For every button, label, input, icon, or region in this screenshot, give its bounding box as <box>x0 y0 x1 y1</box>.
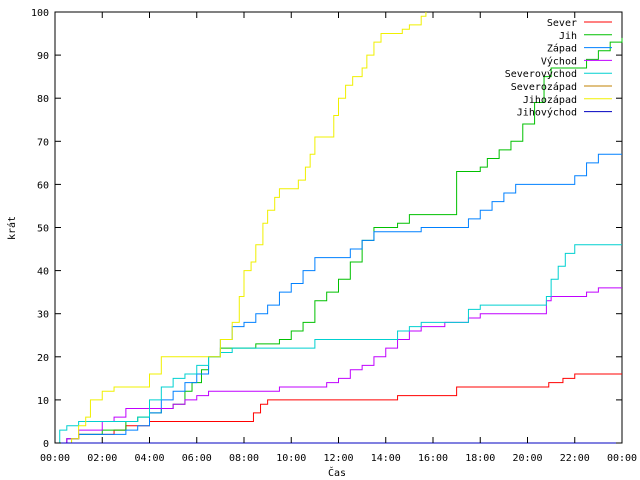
x-tick-label: 18:00 <box>465 453 495 464</box>
y-tick-label: 100 <box>31 8 49 19</box>
x-tick-label: 00:00 <box>607 453 637 464</box>
x-tick-label: 10:00 <box>276 453 306 464</box>
series-line-6 <box>55 12 427 444</box>
x-tick-label: 02:00 <box>87 453 117 464</box>
y-tick-label: 80 <box>37 94 49 105</box>
x-tick-label: 20:00 <box>512 453 542 464</box>
y-tick-label: 20 <box>37 353 49 364</box>
legend-label: Sever <box>547 18 577 29</box>
legend-label: Jihovýchod <box>517 107 577 119</box>
tick-group: 0 10 20 30 40 50 60 70 80 90 100 00:00 02:00 04:00 06:… <box>31 8 637 464</box>
y-tick-label: 60 <box>37 180 49 191</box>
series-line-4 <box>55 244 622 444</box>
legend-label: Západ <box>547 43 577 55</box>
series-line-3 <box>55 287 622 444</box>
x-tick-label: 08:00 <box>229 453 259 464</box>
x-tick-label: 14:00 <box>371 453 401 464</box>
legend-label: Jih <box>559 31 577 42</box>
y-tick-label: 50 <box>37 224 49 235</box>
legend-label: Jihozápad <box>523 94 577 106</box>
legend-label: Severovýchod <box>505 68 577 80</box>
series-line-2 <box>55 153 622 444</box>
x-tick-label: 04:00 <box>134 453 164 464</box>
series-line-0 <box>55 373 622 444</box>
y-tick-label: 0 <box>43 439 49 450</box>
x-tick-label: 00:00 <box>40 453 70 464</box>
legend-label: Severozápad <box>511 81 577 93</box>
x-axis-label: Čas <box>328 466 346 479</box>
x-tick-label: 22:00 <box>560 453 590 464</box>
legend: Sever JihZápadVýchodSeverovýchodSeverozáp… <box>505 18 612 119</box>
x-tick-label: 06:00 <box>182 453 212 464</box>
y-tick-label: 90 <box>37 51 49 62</box>
y-axis-label: krát <box>6 216 18 240</box>
legend-label: Východ <box>541 55 577 67</box>
x-tick-label: 12:00 <box>323 453 353 464</box>
y-tick-label: 30 <box>37 310 49 321</box>
y-tick-label: 10 <box>37 396 49 407</box>
y-tick-label: 70 <box>37 137 49 148</box>
y-tick-label: 40 <box>37 267 49 278</box>
x-tick-label: 16:00 <box>418 453 448 464</box>
